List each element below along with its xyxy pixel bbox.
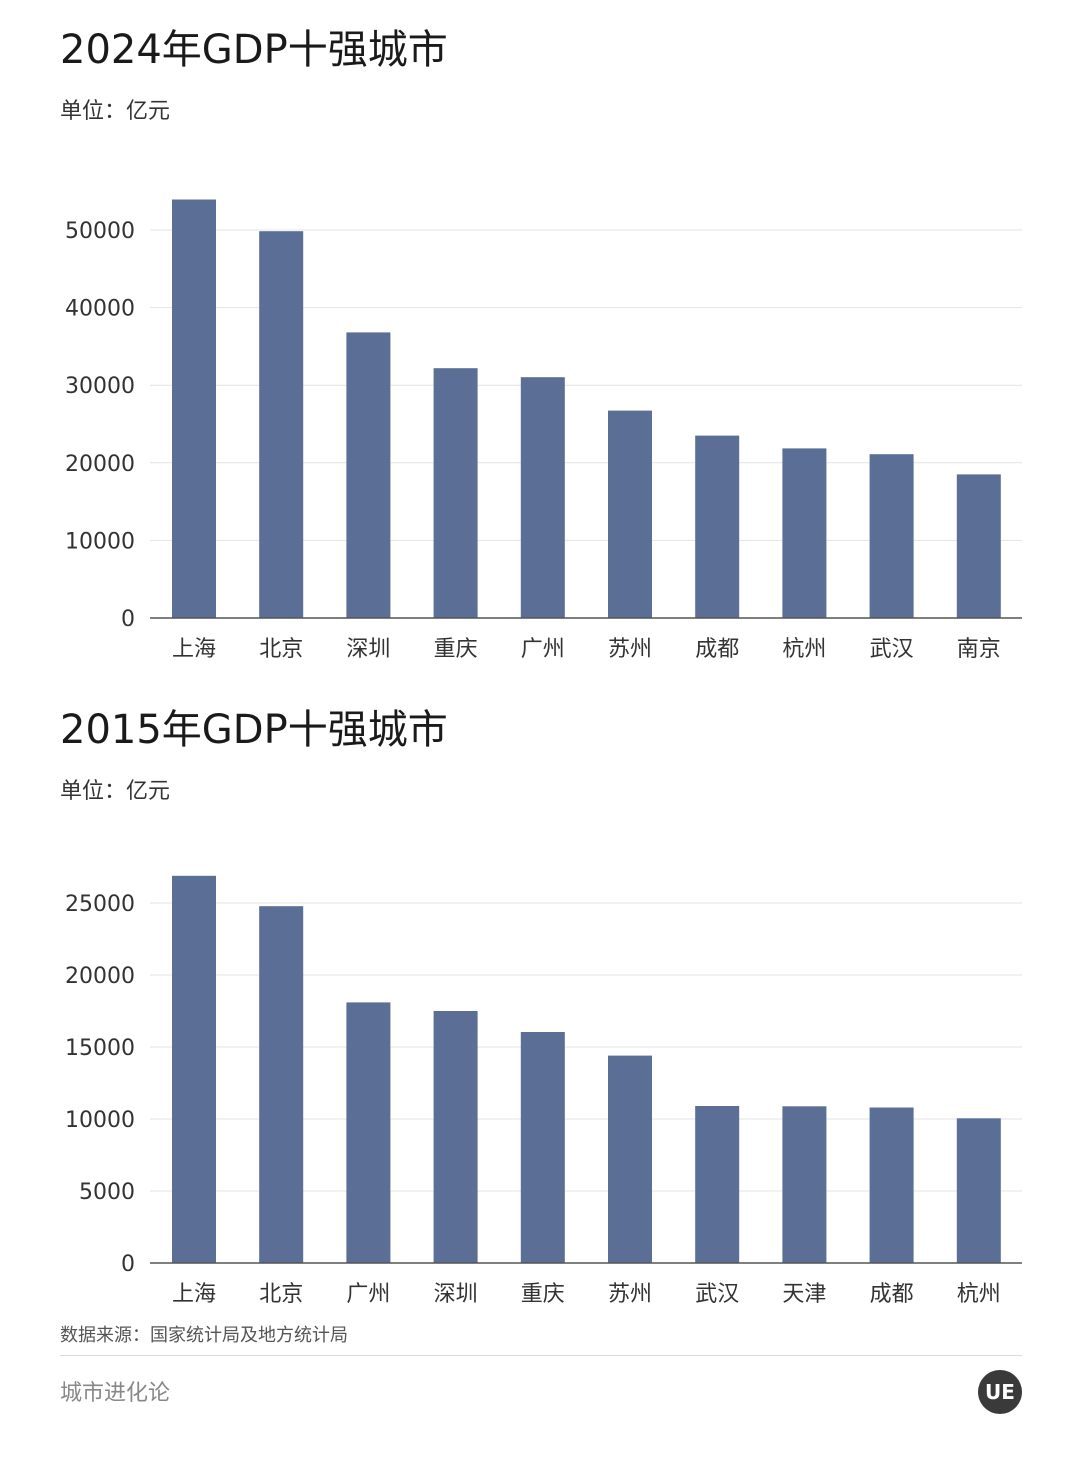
x-category-label: 南京 bbox=[957, 637, 1001, 662]
x-category-label: 上海 bbox=[172, 637, 216, 662]
chart-1-title: 2024年GDP十强城市 bbox=[60, 27, 448, 73]
data-source-note: 数据来源：国家统计局及地方统计局 bbox=[60, 1325, 348, 1346]
x-category-label: 重庆 bbox=[434, 637, 478, 662]
y-tick-label: 30000 bbox=[65, 374, 135, 399]
x-category-label: 深圳 bbox=[434, 1282, 478, 1307]
x-category-label: 广州 bbox=[346, 1282, 390, 1307]
x-category-label: 深圳 bbox=[346, 637, 390, 662]
bar-北京 bbox=[259, 231, 304, 618]
bar-武汉 bbox=[869, 454, 914, 618]
chart-1-plot: 0 10000 20000 30000 40000 50000 上海 北京 深圳 重庆 广州 苏州 成都… bbox=[65, 199, 1022, 662]
bar-苏州 bbox=[608, 1055, 652, 1263]
x-category-label: 武汉 bbox=[695, 1282, 739, 1307]
x-category-label: 重庆 bbox=[521, 1282, 565, 1307]
bar-上海 bbox=[172, 875, 216, 1263]
footer-divider bbox=[60, 1355, 1022, 1356]
bar-成都 bbox=[869, 1107, 914, 1263]
bar-北京 bbox=[259, 906, 304, 1263]
bar-广州 bbox=[520, 377, 565, 618]
x-category-label: 上海 bbox=[172, 1282, 216, 1307]
x-category-label: 杭州 bbox=[957, 1282, 1001, 1307]
chart-1-unit: 单位：亿元 bbox=[60, 99, 171, 124]
bar-南京 bbox=[956, 474, 1001, 618]
bar-杭州 bbox=[782, 448, 827, 618]
x-category-label: 成都 bbox=[870, 1282, 914, 1307]
x-category-label: 北京 bbox=[259, 637, 303, 662]
bar-杭州 bbox=[956, 1118, 1001, 1263]
bar-重庆 bbox=[520, 1032, 565, 1263]
x-category-label: 北京 bbox=[259, 1282, 303, 1307]
y-tick-label: 0 bbox=[121, 1252, 135, 1277]
y-tick-label: 10000 bbox=[65, 529, 135, 554]
bar-天津 bbox=[782, 1106, 827, 1263]
chart-2-plot: 0 5000 10000 15000 20000 25000 上海 北京 广州 深圳 重庆 苏州 武汉 天… bbox=[65, 875, 1022, 1307]
y-tick-label: 5000 bbox=[79, 1180, 135, 1205]
y-tick-label: 20000 bbox=[65, 964, 135, 989]
x-category-label: 武汉 bbox=[870, 637, 914, 662]
chart-2-unit: 单位：亿元 bbox=[60, 779, 171, 804]
x-category-label: 苏州 bbox=[608, 1282, 652, 1307]
y-tick-label: 50000 bbox=[65, 219, 135, 244]
brand-name: 城市进化论 bbox=[60, 1381, 171, 1406]
bar-深圳 bbox=[346, 332, 391, 618]
bar-广州 bbox=[346, 1002, 391, 1263]
x-category-label: 天津 bbox=[782, 1282, 826, 1307]
bar-重庆 bbox=[433, 368, 478, 618]
y-tick-label: 25000 bbox=[65, 892, 135, 917]
x-category-label: 苏州 bbox=[608, 637, 652, 662]
y-tick-label: 10000 bbox=[65, 1108, 135, 1133]
y-tick-label: 15000 bbox=[65, 1036, 135, 1061]
bar-深圳 bbox=[433, 1011, 478, 1263]
bar-成都 bbox=[695, 435, 740, 618]
x-category-label: 广州 bbox=[521, 637, 565, 662]
y-tick-label: 0 bbox=[121, 607, 135, 632]
y-tick-label: 40000 bbox=[65, 297, 135, 322]
x-category-label: 杭州 bbox=[782, 637, 826, 662]
bar-苏州 bbox=[608, 410, 652, 618]
bar-上海 bbox=[172, 199, 216, 618]
bar-武汉 bbox=[695, 1106, 740, 1263]
y-tick-label: 20000 bbox=[65, 452, 135, 477]
x-category-label: 成都 bbox=[695, 637, 739, 662]
brand-logo-icon: UE bbox=[978, 1370, 1022, 1414]
chart-2-title: 2015年GDP十强城市 bbox=[60, 707, 448, 753]
